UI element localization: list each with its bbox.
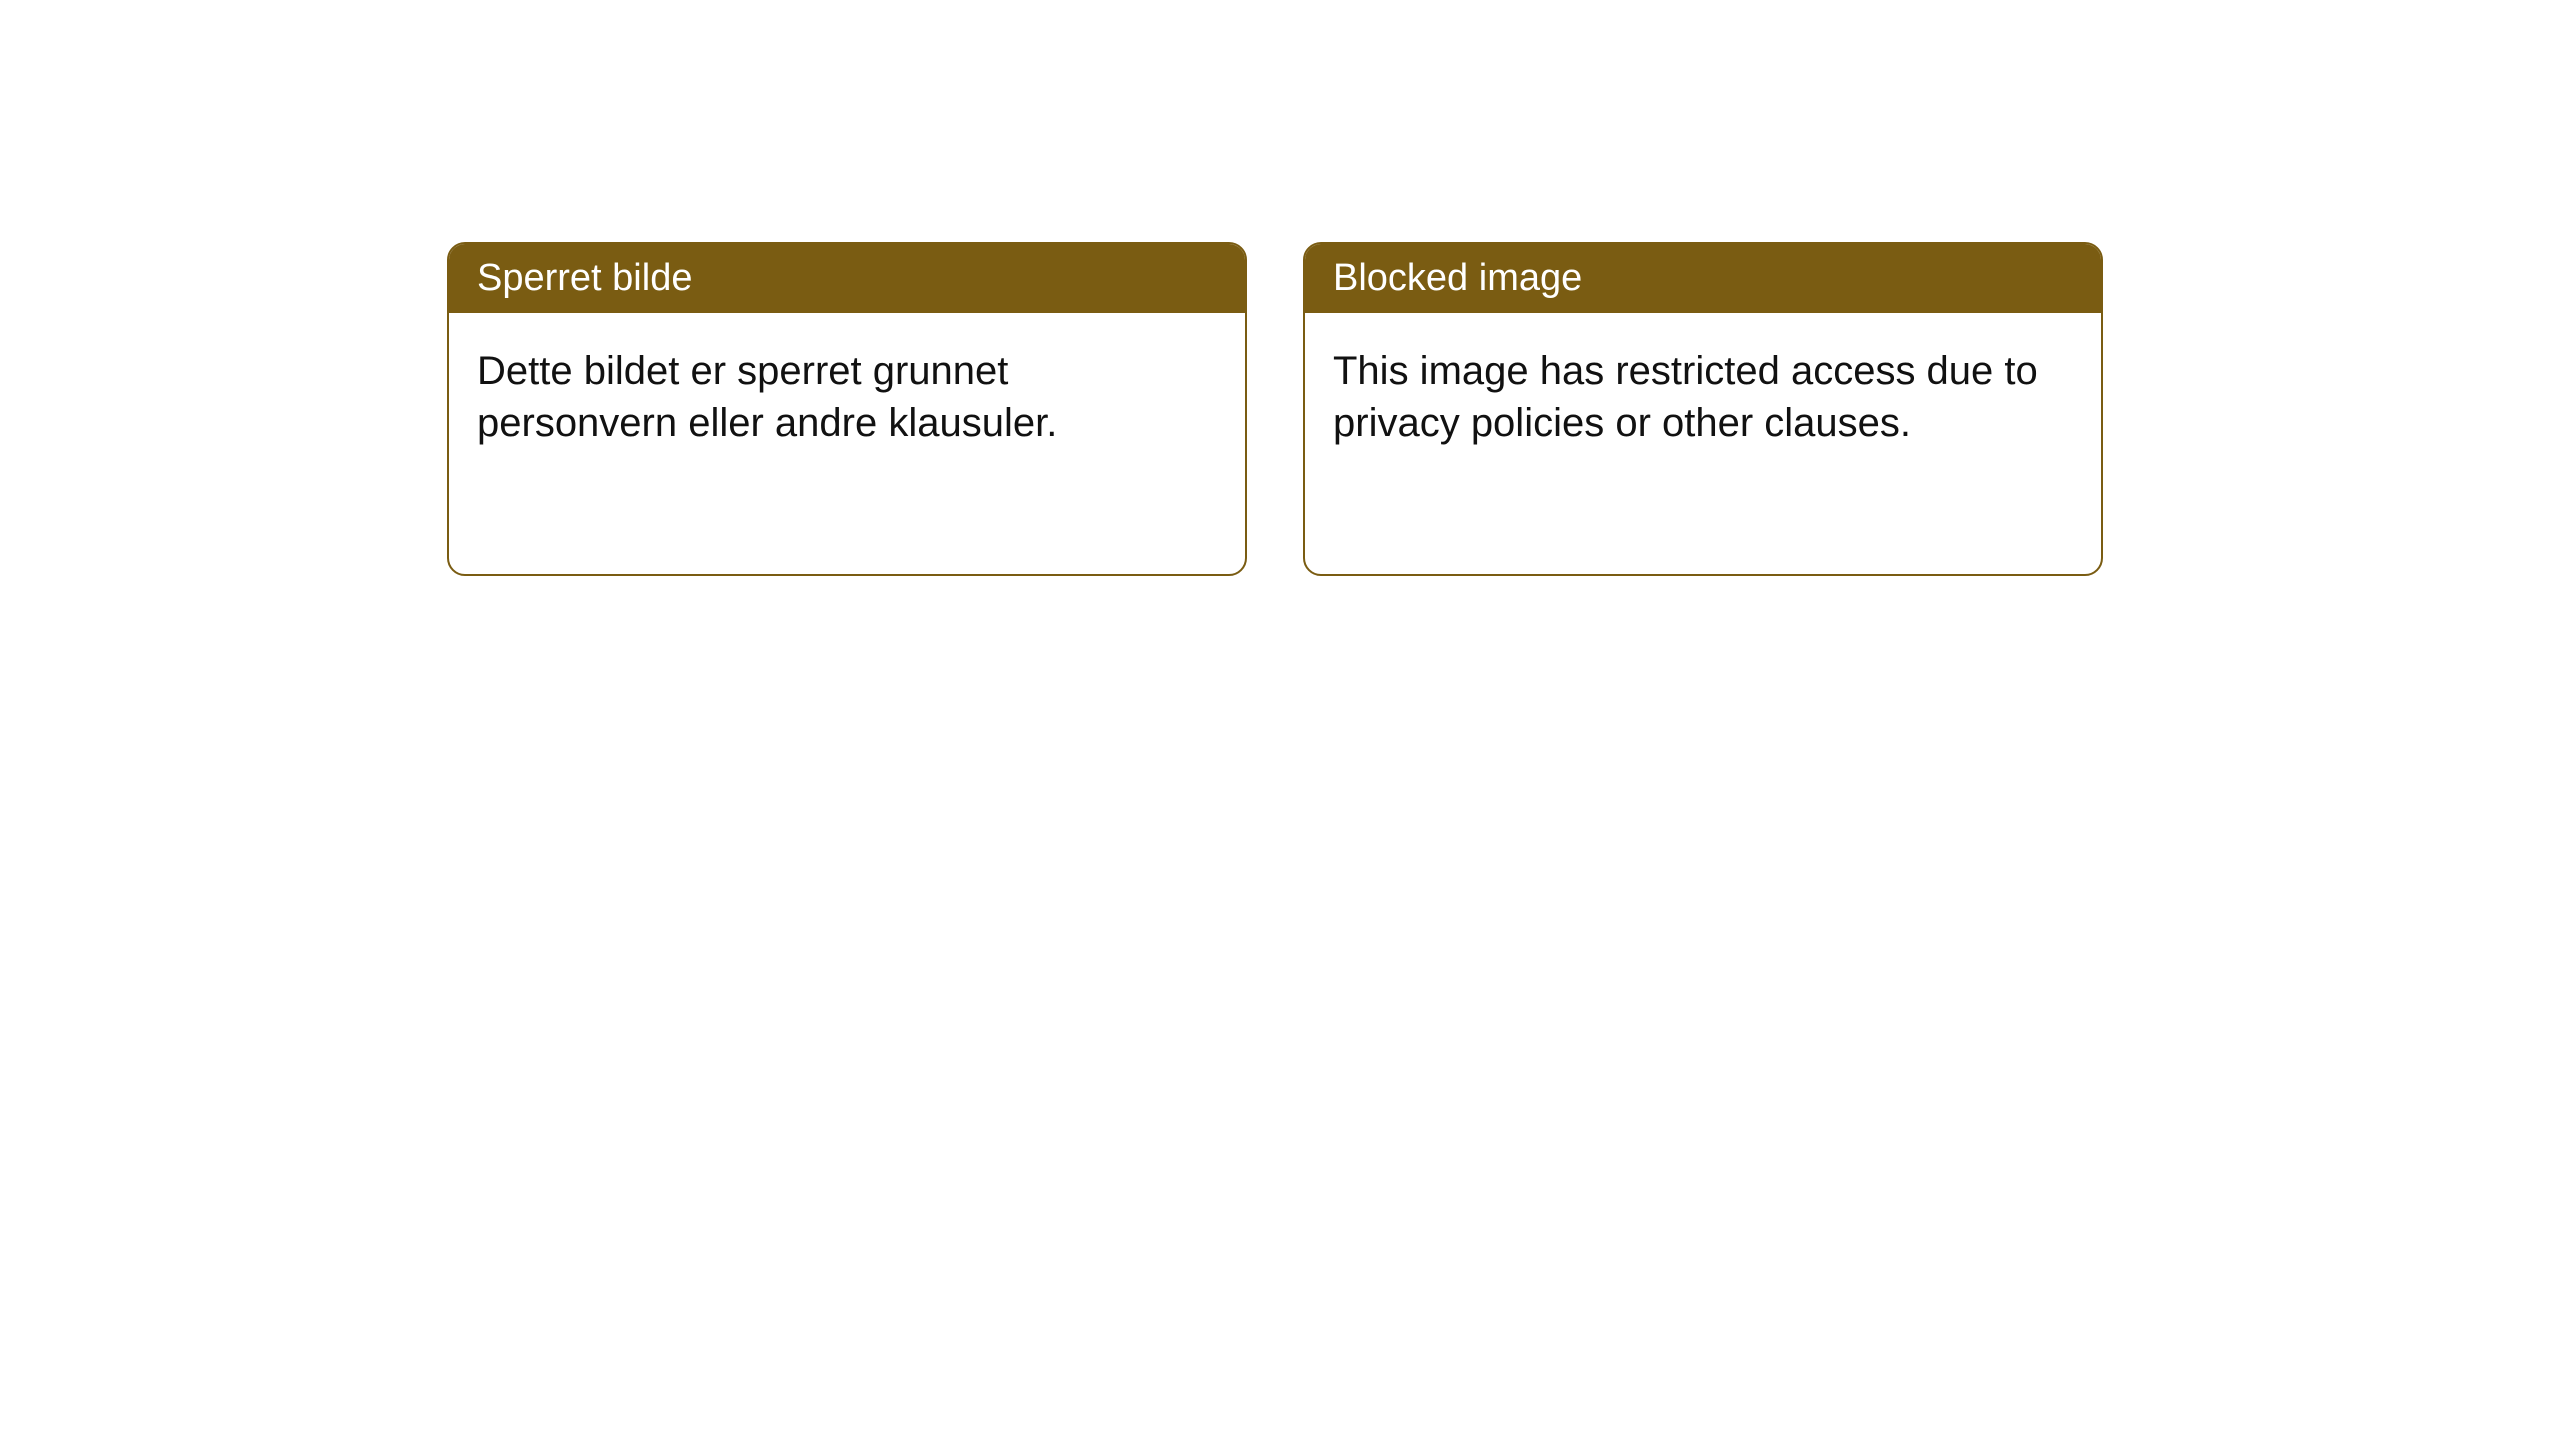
notice-header-english: Blocked image [1305,244,2101,313]
notice-body-norwegian: Dette bildet er sperret grunnet personve… [449,313,1245,481]
notice-body-english: This image has restricted access due to … [1305,313,2101,481]
notice-header-norwegian: Sperret bilde [449,244,1245,313]
notice-container: Sperret bilde Dette bildet er sperret gr… [0,0,2560,576]
notice-card-norwegian: Sperret bilde Dette bildet er sperret gr… [447,242,1247,576]
notice-card-english: Blocked image This image has restricted … [1303,242,2103,576]
